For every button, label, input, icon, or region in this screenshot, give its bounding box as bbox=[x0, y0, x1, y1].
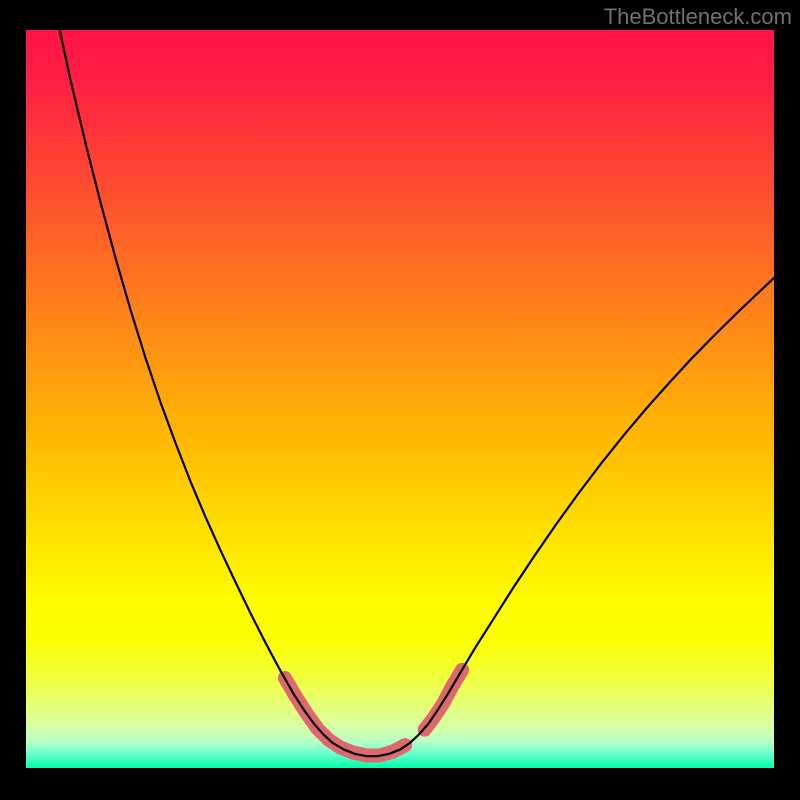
gradient-background bbox=[26, 30, 774, 768]
chart-frame: TheBottleneck.com bbox=[0, 0, 800, 800]
watermark-text: TheBottleneck.com bbox=[604, 4, 792, 30]
bottleneck-heatmap-plot bbox=[26, 30, 774, 768]
